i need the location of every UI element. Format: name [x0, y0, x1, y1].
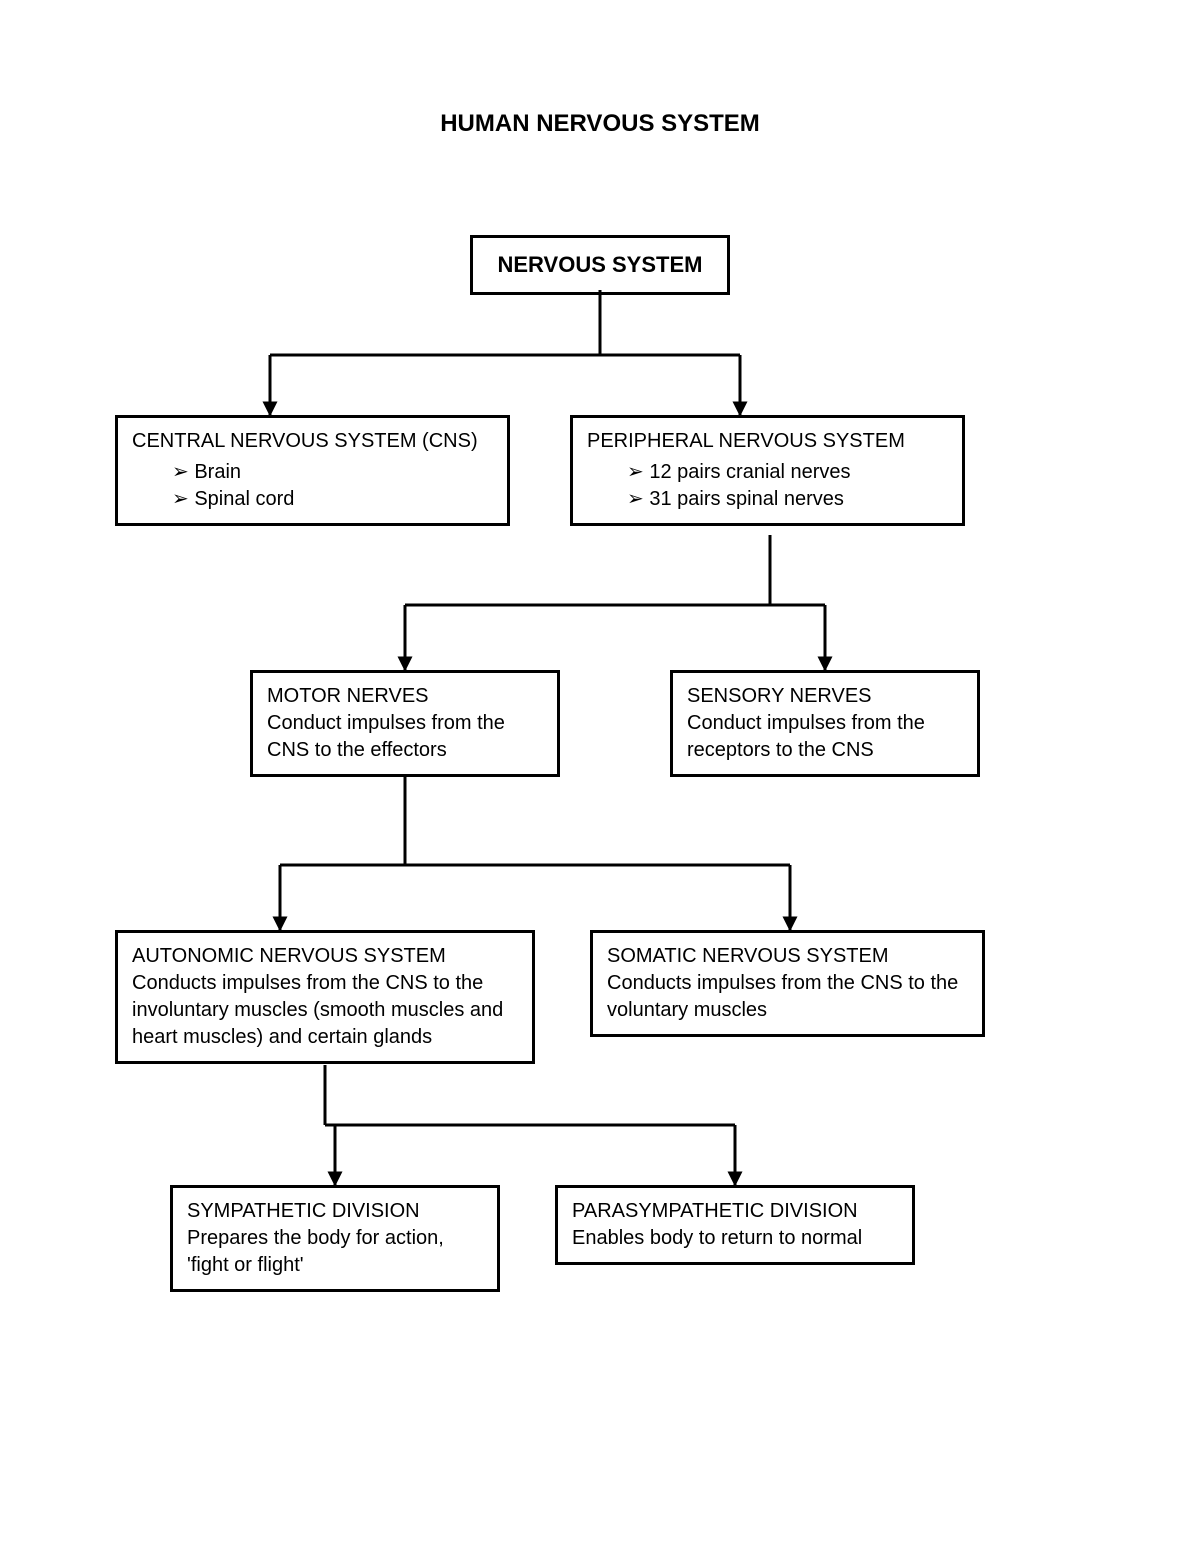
node-somatic: SOMATIC NERVOUS SYSTEM Conducts impulses…	[590, 930, 985, 1037]
page-title: HUMAN NERVOUS SYSTEM	[0, 110, 1200, 138]
bullet-item: Brain	[172, 459, 493, 486]
connectors-svg	[0, 0, 1200, 1553]
node-cns-bullets: Brain Spinal cord	[172, 459, 493, 513]
node-parasympathetic-desc: Enables body to return to normal	[572, 1225, 898, 1252]
node-somatic-desc: Conducts impulses from the CNS to the vo…	[607, 970, 968, 1024]
bullet-item: 12 pairs cranial nerves	[627, 459, 948, 486]
node-pns-title: PERIPHERAL NERVOUS SYSTEM	[587, 428, 948, 455]
bullet-item: Spinal cord	[172, 486, 493, 513]
node-autonomic: AUTONOMIC NERVOUS SYSTEM Conducts impuls…	[115, 930, 535, 1064]
node-root-title: NERVOUS SYSTEM	[498, 252, 703, 277]
node-sympathetic-desc: Prepares the body for action, 'fight or …	[187, 1225, 483, 1279]
node-sympathetic: SYMPATHETIC DIVISION Prepares the body f…	[170, 1185, 500, 1292]
node-sympathetic-title: SYMPATHETIC DIVISION	[187, 1198, 483, 1225]
node-cns-title: CENTRAL NERVOUS SYSTEM (CNS)	[132, 428, 493, 455]
node-sensory-desc: Conduct impulses from the receptors to t…	[687, 710, 963, 764]
node-pns-bullets: 12 pairs cranial nerves 31 pairs spinal …	[627, 459, 948, 513]
bullet-item: 31 pairs spinal nerves	[627, 486, 948, 513]
node-motor-desc: Conduct impulses from the CNS to the eff…	[267, 710, 543, 764]
node-autonomic-title: AUTONOMIC NERVOUS SYSTEM	[132, 943, 518, 970]
node-motor: MOTOR NERVES Conduct impulses from the C…	[250, 670, 560, 777]
node-parasympathetic-title: PARASYMPATHETIC DIVISION	[572, 1198, 898, 1225]
node-root: NERVOUS SYSTEM	[470, 235, 730, 295]
page: HUMAN NERVOUS SYSTEM NERVOUS SYSTEM CENT…	[0, 0, 1200, 1553]
node-cns: CENTRAL NERVOUS SYSTEM (CNS) Brain Spina…	[115, 415, 510, 526]
node-parasympathetic: PARASYMPATHETIC DIVISION Enables body to…	[555, 1185, 915, 1265]
node-sensory-title: SENSORY NERVES	[687, 683, 963, 710]
node-somatic-title: SOMATIC NERVOUS SYSTEM	[607, 943, 968, 970]
node-motor-title: MOTOR NERVES	[267, 683, 543, 710]
node-autonomic-desc: Conducts impulses from the CNS to the in…	[132, 970, 518, 1051]
node-pns: PERIPHERAL NERVOUS SYSTEM 12 pairs crani…	[570, 415, 965, 526]
node-sensory: SENSORY NERVES Conduct impulses from the…	[670, 670, 980, 777]
